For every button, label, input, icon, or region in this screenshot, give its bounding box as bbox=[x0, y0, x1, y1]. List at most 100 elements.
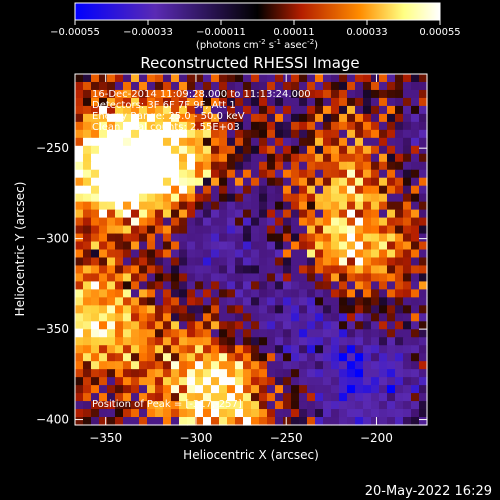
heatmap-cell bbox=[355, 305, 364, 314]
heatmap-cell bbox=[379, 201, 388, 211]
heatmap-cell bbox=[195, 305, 204, 314]
heatmap-cell bbox=[243, 209, 252, 219]
heatmap-cell bbox=[323, 377, 332, 386]
heatmap-cell bbox=[363, 393, 372, 402]
heatmap-cell bbox=[331, 97, 340, 107]
heatmap-cell bbox=[267, 281, 276, 290]
heatmap-cell bbox=[267, 289, 276, 298]
heatmap-cell bbox=[323, 185, 332, 195]
heatmap-cell bbox=[203, 233, 212, 243]
heatmap-cell bbox=[339, 201, 348, 211]
heatmap-cell bbox=[107, 233, 116, 243]
heatmap-cell bbox=[219, 377, 228, 386]
heatmap-cell bbox=[107, 369, 116, 378]
heatmap-cell bbox=[283, 417, 292, 426]
heatmap-cell bbox=[75, 385, 84, 394]
heatmap-cell bbox=[275, 249, 284, 259]
heatmap-cell bbox=[203, 105, 212, 115]
heatmap-cell bbox=[251, 409, 260, 418]
heatmap-cell bbox=[363, 113, 372, 123]
heatmap-cell bbox=[371, 353, 380, 362]
heatmap-cell bbox=[147, 297, 156, 306]
heatmap-cell bbox=[187, 185, 196, 195]
heatmap-cell bbox=[163, 281, 172, 290]
heatmap-cell bbox=[163, 249, 172, 259]
heatmap-cell bbox=[403, 113, 412, 123]
heatmap-cell bbox=[403, 241, 412, 251]
heatmap-cell bbox=[395, 265, 404, 275]
heatmap-cell bbox=[259, 137, 268, 147]
heatmap-cell bbox=[195, 249, 204, 259]
heatmap-cell bbox=[195, 289, 204, 298]
heatmap-cell bbox=[139, 105, 148, 115]
heatmap-cell bbox=[235, 281, 244, 290]
heatmap-cell bbox=[323, 353, 332, 362]
heatmap-cell bbox=[267, 153, 276, 163]
heatmap-cell bbox=[163, 265, 172, 275]
heatmap-cell bbox=[187, 297, 196, 306]
heatmap-cell bbox=[139, 121, 148, 131]
heatmap-cell bbox=[283, 225, 292, 235]
heatmap-cell bbox=[107, 113, 116, 123]
heatmap-cell bbox=[91, 337, 100, 346]
heatmap-cell bbox=[347, 377, 356, 386]
heatmap-cell bbox=[235, 201, 244, 211]
heatmap-cell bbox=[363, 209, 372, 219]
heatmap-cell bbox=[403, 225, 412, 235]
heatmap-cell bbox=[171, 129, 180, 139]
heatmap-cell bbox=[275, 329, 284, 338]
heatmap-cell bbox=[107, 89, 116, 99]
heatmap-cell bbox=[115, 377, 124, 386]
colorbar-ticks: −0.00055 −0.00033 −0.00011 0.00011 0.00033 0.… bbox=[50, 20, 461, 38]
heatmap-cell bbox=[243, 257, 252, 267]
heatmap-cell bbox=[163, 153, 172, 163]
heatmap-cell bbox=[83, 265, 92, 275]
heatmap-cell bbox=[323, 81, 332, 91]
heatmap-cell bbox=[155, 89, 164, 99]
heatmap-cell bbox=[123, 297, 132, 306]
axis-ticks: −350 −300 −250 −200−250−300−350−400 bbox=[36, 74, 427, 445]
heatmap-cell bbox=[259, 265, 268, 275]
heatmap-cell bbox=[283, 345, 292, 354]
heatmap-cell bbox=[123, 113, 132, 123]
heatmap-cell bbox=[275, 345, 284, 354]
heatmap-cell bbox=[187, 81, 196, 91]
heatmap-cell bbox=[259, 417, 268, 426]
heatmap-cell bbox=[187, 161, 196, 171]
heatmap-cell bbox=[107, 185, 116, 195]
heatmap-cell bbox=[107, 345, 116, 354]
heatmap-cell bbox=[227, 369, 236, 378]
heatmap-cell bbox=[187, 313, 196, 322]
heatmap-cell bbox=[139, 273, 148, 283]
heatmap-cell bbox=[315, 105, 324, 115]
heatmap-cell bbox=[379, 161, 388, 171]
heatmap-cell bbox=[107, 121, 116, 131]
heatmap-cell bbox=[347, 337, 356, 346]
heatmap-cell bbox=[379, 177, 388, 187]
heatmap-cell bbox=[387, 369, 396, 378]
heatmap-cell bbox=[275, 257, 284, 267]
heatmap-cell bbox=[99, 297, 108, 306]
heatmap-cell bbox=[155, 321, 164, 330]
heatmap-cell bbox=[91, 385, 100, 394]
heatmap-cell bbox=[211, 225, 220, 235]
heatmap-cell bbox=[371, 289, 380, 298]
heatmap-cell bbox=[411, 137, 420, 147]
heatmap-cell bbox=[91, 249, 100, 259]
heatmap-cell bbox=[379, 185, 388, 195]
heatmap-cell bbox=[403, 201, 412, 211]
heatmap-cell bbox=[131, 265, 140, 275]
heatmap-cell bbox=[179, 225, 188, 235]
heatmap-cell bbox=[323, 337, 332, 346]
heatmap-cell bbox=[171, 81, 180, 91]
heatmap-cell bbox=[347, 353, 356, 362]
heatmap-cell bbox=[363, 74, 372, 83]
heatmap-cell bbox=[179, 289, 188, 298]
heatmap-cell bbox=[227, 249, 236, 259]
heatmap-cell bbox=[411, 273, 420, 283]
heatmap-cell bbox=[363, 217, 372, 227]
heatmap-cell bbox=[283, 241, 292, 251]
heatmap-cell bbox=[235, 153, 244, 163]
heatmap-cell bbox=[219, 209, 228, 219]
heatmap-cell bbox=[403, 89, 412, 99]
